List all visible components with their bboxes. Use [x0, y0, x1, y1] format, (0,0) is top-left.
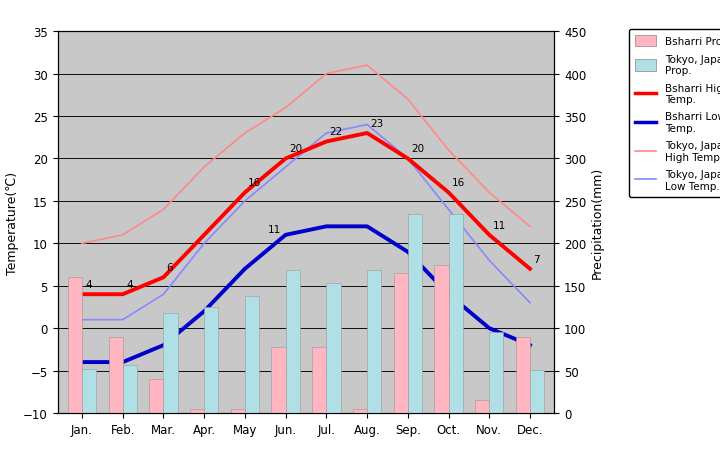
- Bar: [82, 369, 96, 413]
- Bar: [190, 409, 204, 413]
- Text: 4: 4: [126, 280, 132, 290]
- Bar: [434, 265, 449, 413]
- Bar: [530, 370, 544, 413]
- Bar: [286, 271, 300, 413]
- Bar: [408, 215, 422, 413]
- Text: 6: 6: [167, 263, 174, 273]
- Text: 7: 7: [534, 254, 540, 264]
- Bar: [367, 271, 382, 413]
- Text: 22: 22: [330, 127, 343, 137]
- Text: 11: 11: [492, 220, 505, 230]
- Bar: [163, 313, 178, 413]
- Bar: [516, 337, 530, 413]
- Bar: [475, 400, 490, 413]
- Y-axis label: Precipitation(mm): Precipitation(mm): [590, 167, 603, 279]
- Text: 23: 23: [370, 119, 384, 129]
- Bar: [230, 409, 245, 413]
- Bar: [245, 296, 259, 413]
- Text: 20: 20: [289, 144, 302, 154]
- Y-axis label: Temperature(℃): Temperature(℃): [6, 171, 19, 274]
- Text: 11: 11: [267, 225, 281, 235]
- Text: 16: 16: [451, 178, 465, 188]
- Bar: [149, 379, 163, 413]
- Text: 20: 20: [411, 144, 424, 154]
- Bar: [271, 347, 286, 413]
- Bar: [449, 215, 463, 413]
- Bar: [394, 274, 408, 413]
- Bar: [326, 284, 341, 413]
- Bar: [122, 366, 137, 413]
- Text: 4: 4: [85, 280, 92, 290]
- Bar: [353, 409, 367, 413]
- Text: 16: 16: [248, 178, 261, 188]
- Bar: [109, 337, 122, 413]
- Bar: [490, 332, 503, 413]
- Bar: [204, 307, 218, 413]
- Bar: [68, 278, 82, 413]
- Legend: Bsharri Prop., Tokyo, Japan
Prop., Bsharri High
Temp., Bsharri Low
Temp., Tokyo,: Bsharri Prop., Tokyo, Japan Prop., Bshar…: [629, 30, 720, 198]
- Bar: [312, 347, 326, 413]
